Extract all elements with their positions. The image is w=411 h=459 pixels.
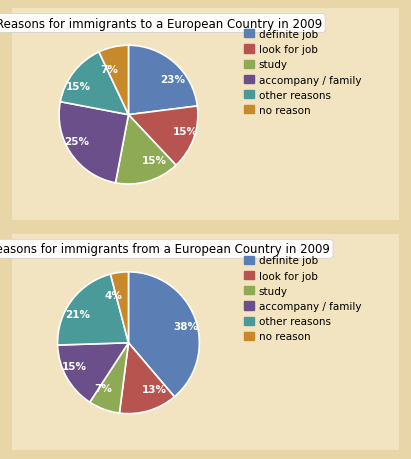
Legend: definite job, look for job, study, accompany / family, other reasons, no reason: definite job, look for job, study, accom… <box>244 30 361 116</box>
Text: Reasons for immigrants from a European Country in 2009: Reasons for immigrants from a European C… <box>0 243 330 256</box>
Wedge shape <box>59 102 129 184</box>
Wedge shape <box>58 343 129 402</box>
Wedge shape <box>120 343 174 414</box>
Wedge shape <box>99 46 129 115</box>
Text: 15%: 15% <box>62 362 86 372</box>
Wedge shape <box>58 274 129 345</box>
Text: 4%: 4% <box>104 290 122 300</box>
Wedge shape <box>115 115 176 185</box>
Legend: definite job, look for job, study, accompany / family, other reasons, no reason: definite job, look for job, study, accom… <box>244 256 361 342</box>
FancyBboxPatch shape <box>5 5 406 224</box>
FancyBboxPatch shape <box>5 230 406 454</box>
Text: 23%: 23% <box>160 75 185 85</box>
Text: 7%: 7% <box>94 383 112 393</box>
Text: 21%: 21% <box>65 309 90 319</box>
Text: 25%: 25% <box>65 137 90 147</box>
Wedge shape <box>129 106 198 166</box>
Wedge shape <box>111 272 129 343</box>
Text: Reasons for immigrants to a European Country in 2009: Reasons for immigrants to a European Cou… <box>0 17 322 30</box>
Text: 15%: 15% <box>173 126 198 136</box>
Text: 15%: 15% <box>66 82 91 91</box>
Text: 15%: 15% <box>142 156 166 166</box>
Text: 38%: 38% <box>174 321 199 331</box>
Text: 7%: 7% <box>100 64 118 74</box>
Text: 13%: 13% <box>142 384 167 394</box>
Wedge shape <box>60 53 129 115</box>
Wedge shape <box>129 46 197 115</box>
Wedge shape <box>90 343 129 413</box>
Wedge shape <box>129 272 199 397</box>
